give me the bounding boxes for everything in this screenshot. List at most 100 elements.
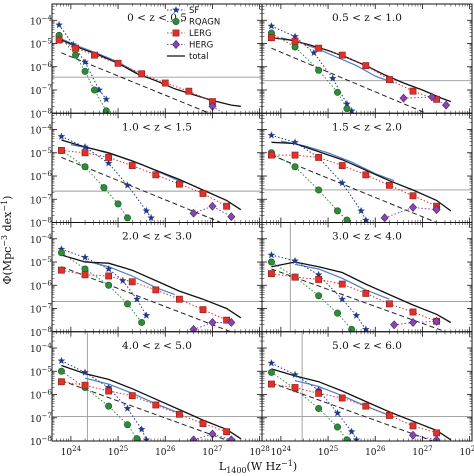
point-sf	[142, 206, 151, 215]
point-lerg	[58, 147, 65, 154]
point-herg	[189, 324, 198, 332]
y-tick-label: 10−5	[30, 147, 52, 160]
point-herg	[432, 435, 441, 441]
point-rqagn	[334, 309, 342, 317]
point-lerg	[362, 289, 370, 297]
series-total-line	[61, 254, 242, 319]
point-lerg	[176, 295, 183, 303]
point-rqagn	[291, 43, 299, 51]
point-sf	[57, 356, 66, 365]
point-lerg	[338, 394, 346, 402]
series-dashed-line	[271, 47, 428, 114]
point-lerg	[268, 151, 275, 159]
point-sf	[81, 142, 89, 151]
x-tick-label: 1028	[249, 445, 269, 458]
point-lerg	[386, 76, 393, 83]
point-sf	[310, 48, 318, 57]
point-lerg	[105, 387, 113, 395]
x-tick-label: 1027	[202, 445, 222, 458]
y-tick-label: 10−8	[30, 217, 52, 230]
series-dashed-line	[61, 266, 233, 332]
point-sf	[291, 370, 299, 379]
point-sf	[81, 58, 89, 66]
point-rqagn	[267, 258, 275, 266]
y-tick-label: 10−4	[30, 14, 52, 27]
point-lerg	[315, 154, 323, 161]
point-rqagn	[334, 423, 342, 431]
legend-label-herg: HERG	[189, 41, 213, 51]
point-rqagn	[315, 66, 323, 74]
point-lerg	[152, 286, 160, 294]
point-rqagn	[124, 300, 132, 308]
point-rqagn	[81, 67, 89, 75]
point-sf	[333, 409, 342, 417]
point-rqagn	[334, 207, 342, 215]
point-lerg	[105, 154, 113, 161]
point-lerg	[72, 44, 79, 52]
point-lerg	[433, 429, 441, 437]
point-rqagn	[57, 367, 65, 375]
point-sf	[267, 22, 276, 30]
point-rqagn	[124, 214, 132, 222]
point-lerg	[81, 381, 89, 389]
point-lerg	[386, 181, 393, 189]
y-tick-label: 10−4	[30, 342, 52, 355]
series-sf-line	[271, 134, 367, 221]
point-lerg	[268, 270, 275, 278]
point-sf	[81, 368, 89, 376]
point-lerg	[338, 162, 346, 169]
x-tick-label: 1024	[271, 445, 292, 458]
point-rqagn	[72, 51, 80, 59]
panel-6: 3.0 < z < 4.0	[261, 222, 473, 333]
point-lerg	[176, 180, 183, 188]
point-lerg	[409, 422, 417, 430]
point-lerg	[362, 171, 370, 179]
point-lerg	[223, 202, 231, 210]
x-tick-label: 1025	[108, 445, 128, 458]
point-sf	[338, 295, 347, 303]
point-rqagn	[105, 281, 113, 289]
point-rqagn	[81, 265, 89, 273]
point-lerg	[409, 308, 417, 316]
legend-marker-herg	[171, 40, 181, 49]
point-lerg	[105, 272, 113, 280]
point-herg	[232, 116, 239, 124]
series-sf-line	[271, 362, 357, 441]
y-tick-label: 10−8	[30, 107, 52, 120]
point-sf	[338, 178, 347, 187]
panel-redshift-label: 2.0 < z < 3.0	[122, 231, 192, 243]
point-lerg	[152, 401, 160, 409]
point-herg	[399, 93, 408, 103]
y-tick-label: 10−7	[30, 412, 52, 425]
point-rqagn	[334, 88, 342, 96]
point-lerg	[338, 51, 346, 59]
point-rqagn	[315, 292, 323, 300]
series-lerg-line	[271, 154, 437, 207]
panel-redshift-label: 1.5 < z < 2.0	[332, 121, 402, 133]
point-sf	[347, 427, 356, 435]
panel-plot-area	[262, 22, 472, 114]
series-dashed-line	[271, 154, 438, 223]
point-lerg	[199, 190, 207, 197]
point-rqagn	[133, 435, 141, 441]
panel-4: 1.5 < z < 2.0	[261, 112, 473, 223]
x-tick-label: 1027	[412, 445, 432, 458]
y-tick-label: 10−4	[30, 233, 52, 246]
series-herg-line	[193, 433, 232, 441]
point-herg	[432, 205, 441, 215]
series-lerg-line	[61, 381, 227, 433]
y-axis-label: Φ(Mpc−3 dex−1)	[0, 196, 14, 285]
point-rqagn	[100, 184, 108, 192]
point-sf	[102, 95, 111, 103]
point-lerg	[291, 384, 299, 391]
series-lerg-line	[271, 273, 437, 322]
series-lerg-line	[61, 269, 227, 321]
point-rqagn	[124, 421, 132, 429]
point-sf	[267, 131, 276, 139]
series-total-line	[61, 139, 242, 211]
series-dashed-line	[61, 156, 223, 223]
legend-marker-sf	[172, 5, 180, 14]
legend-marker-rqagn	[172, 17, 180, 25]
point-sf	[133, 295, 141, 303]
